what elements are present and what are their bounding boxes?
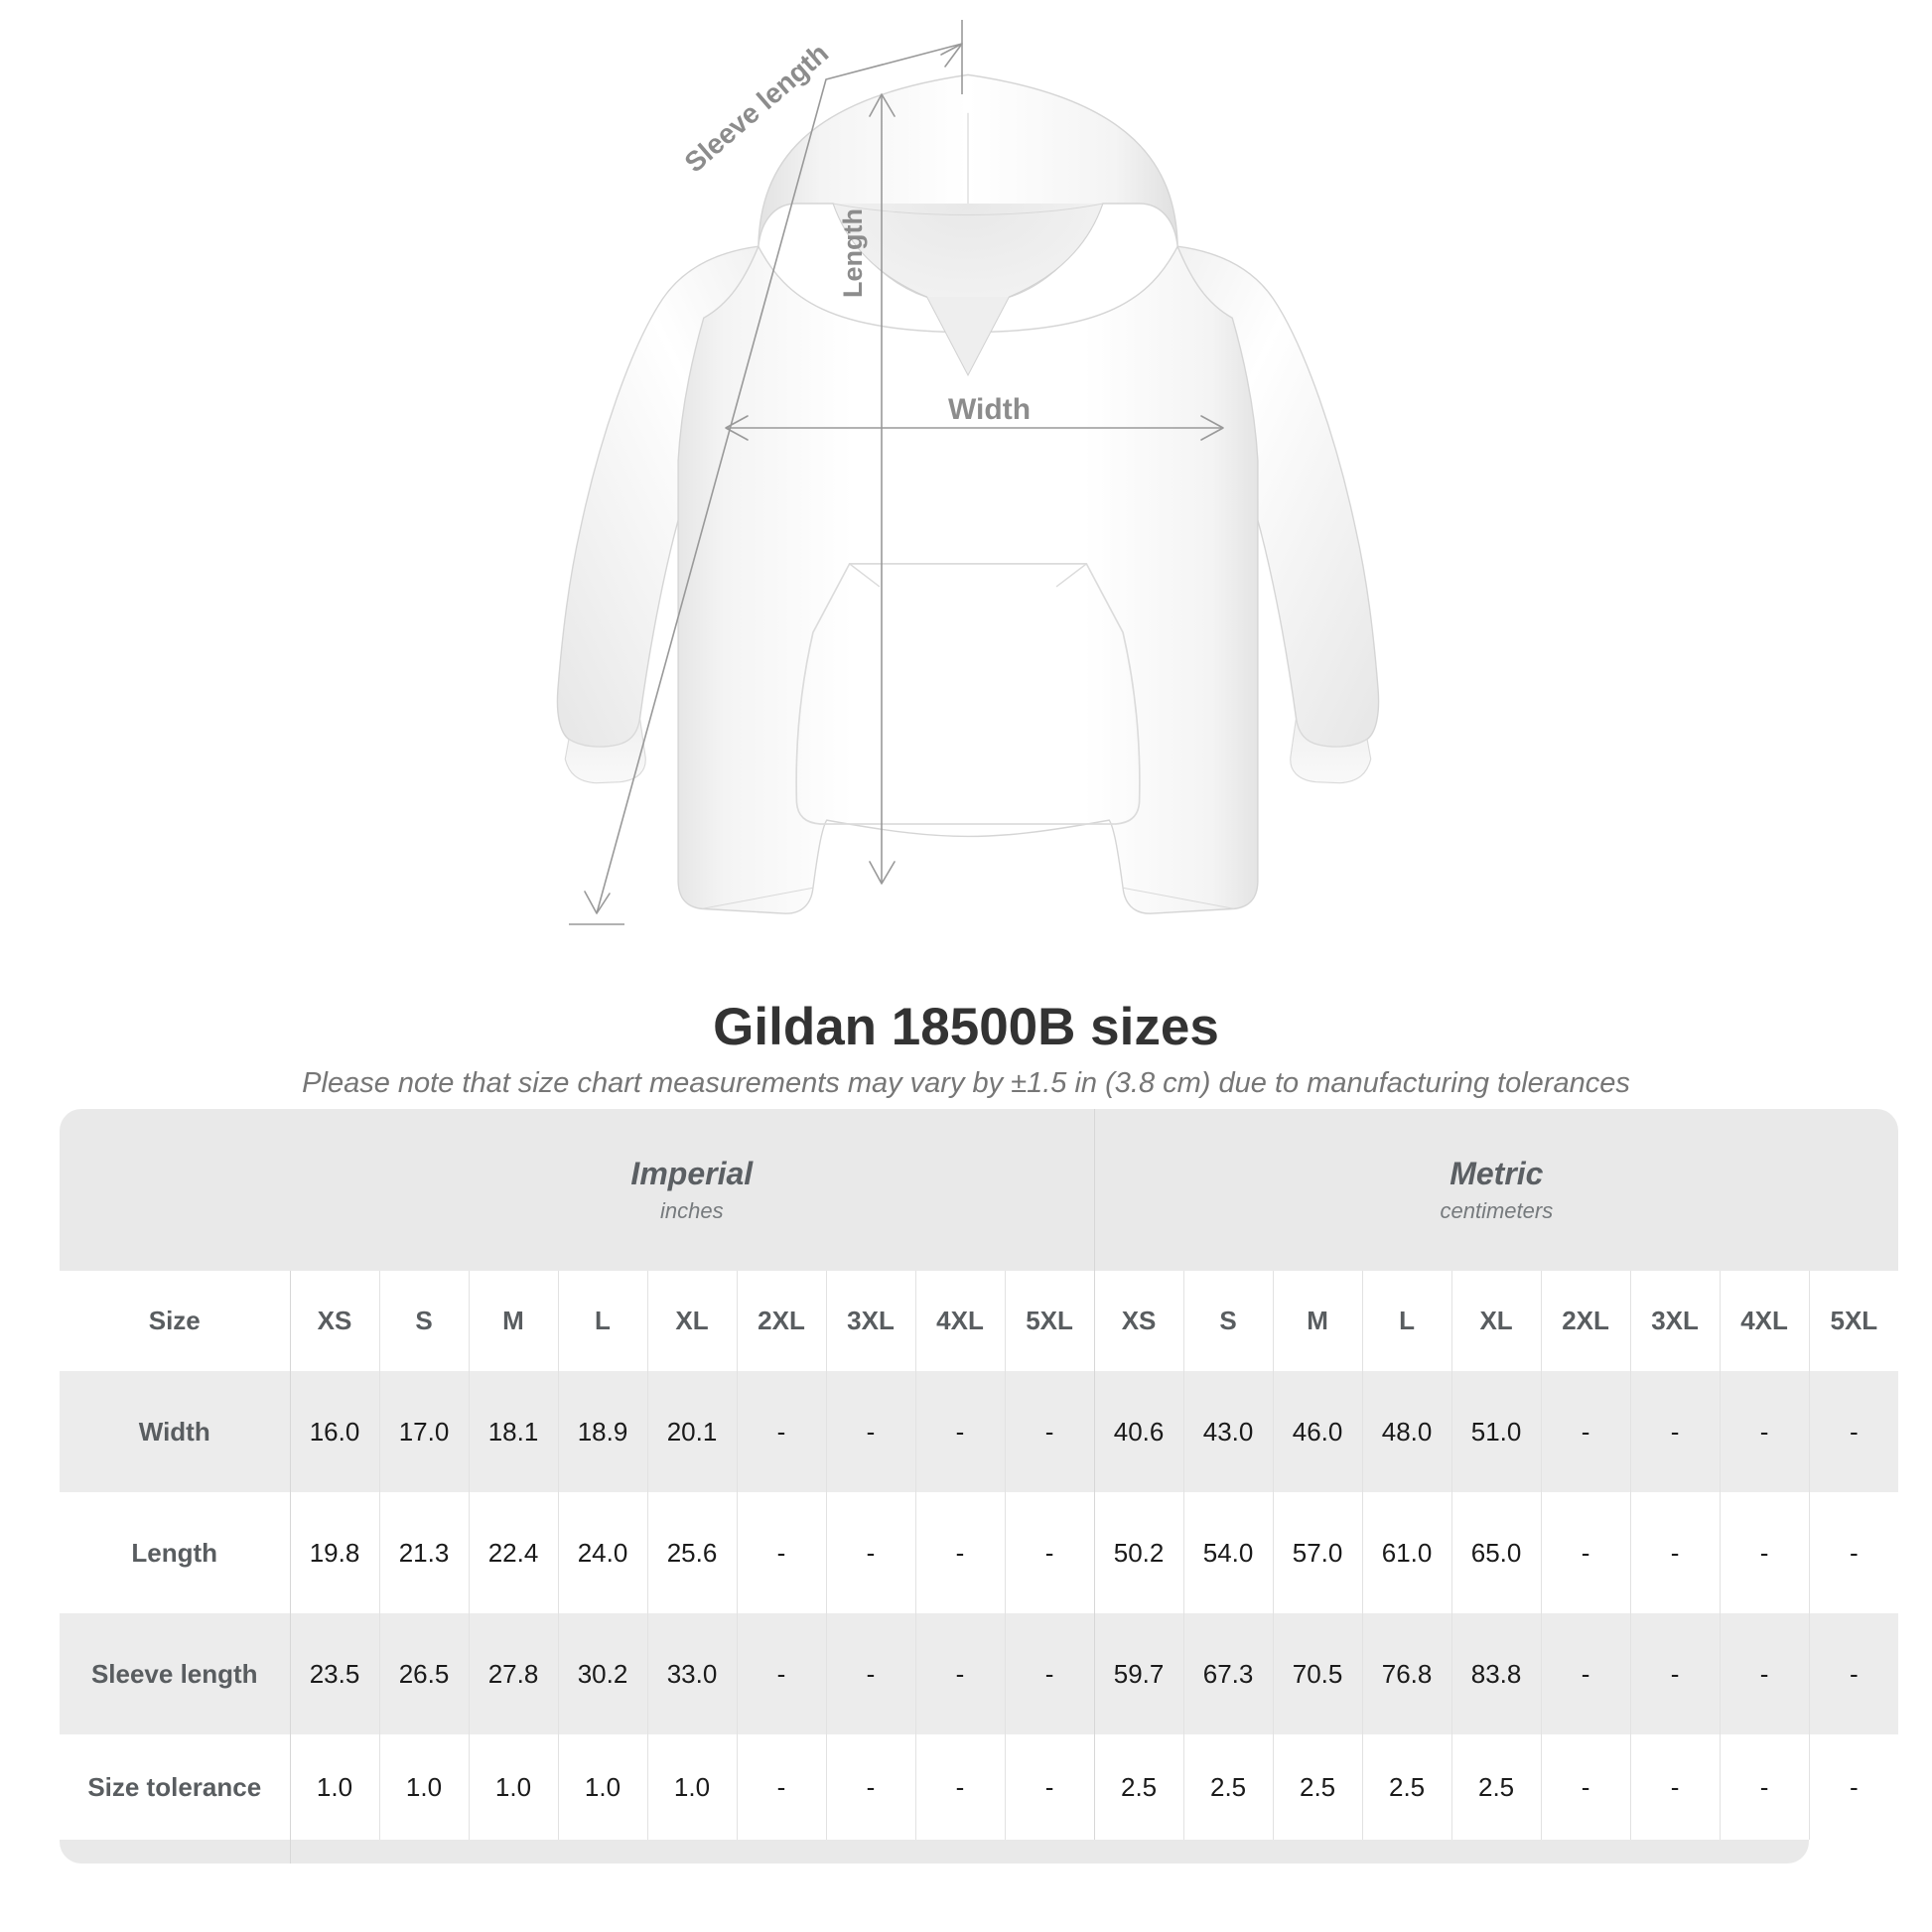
svg-text:Length: Length bbox=[838, 208, 868, 298]
svg-text:Sleeve length: Sleeve length bbox=[679, 38, 835, 179]
svg-text:Width: Width bbox=[948, 393, 1031, 426]
